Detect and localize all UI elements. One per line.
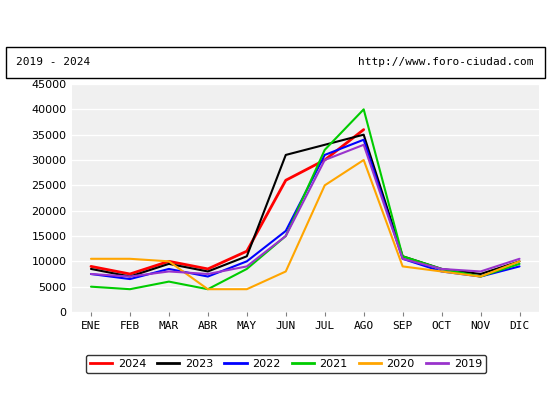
FancyBboxPatch shape [6, 46, 544, 78]
Text: 2019 - 2024: 2019 - 2024 [16, 57, 91, 67]
Legend: 2024, 2023, 2022, 2021, 2020, 2019: 2024, 2023, 2022, 2021, 2020, 2019 [86, 354, 486, 374]
Text: Evolucion Nº Turistas Nacionales en el municipio de Manilva: Evolucion Nº Turistas Nacionales en el m… [6, 14, 544, 29]
Text: http://www.foro-ciudad.com: http://www.foro-ciudad.com [358, 57, 534, 67]
